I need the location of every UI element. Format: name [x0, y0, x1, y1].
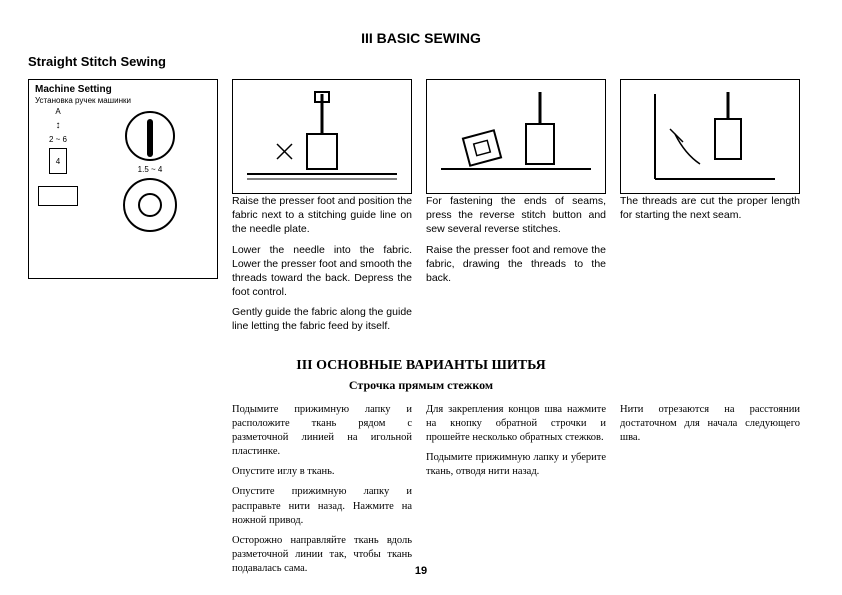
- column-2: For fastening the ends of seams, press t…: [426, 79, 606, 340]
- column-1: Raise the presser foot and position the …: [232, 79, 412, 340]
- settings-left: A ↕ 2 ~ 6 4: [35, 107, 81, 274]
- illustration-2: [426, 79, 606, 194]
- arrow-icon: ↕: [56, 120, 61, 131]
- machine-setting-panel: Machine Setting Установка ручек машинки …: [28, 79, 218, 279]
- p: For fastening the ends of seams, press t…: [426, 194, 606, 237]
- illustration-3: [620, 79, 800, 194]
- p: Осторожно направляйте ткань вдоль размет…: [232, 534, 412, 577]
- page-number: 19: [415, 565, 427, 577]
- dial-bottom: [123, 178, 177, 232]
- range-1: 2 ~ 6: [49, 135, 67, 144]
- machine-title: Machine Setting: [35, 84, 112, 95]
- p: Подымите прижимную лапку и уберите ткань…: [426, 451, 606, 479]
- p: Нити отрезаются на расстоянии достаточно…: [620, 403, 800, 446]
- column-3: The threads are cut the proper length fo…: [620, 79, 800, 340]
- p: Raise the presser foot and position the …: [232, 194, 412, 237]
- text-col-2: For fastening the ends of seams, press t…: [426, 194, 606, 285]
- text-col-1: Raise the presser foot and position the …: [232, 194, 412, 334]
- p: Gently guide the fabric along the guide …: [232, 305, 412, 333]
- top-row: Machine Setting Установка ручек машинки …: [28, 79, 814, 340]
- ru-header: III ОСНОВНЫЕ ВАРИАНТЫ ШИТЬЯ: [28, 358, 814, 374]
- p: Для закрепления концов шва нажмите на кн…: [426, 403, 606, 446]
- p: Подымите прижимную лапку и расположите т…: [232, 403, 412, 460]
- p: Опустите прижимную лапку и расправьте ни…: [232, 485, 412, 528]
- range-2: 1.5 ~ 4: [138, 165, 163, 174]
- settings-column: Machine Setting Установка ручек машинки …: [28, 79, 218, 340]
- ru-row: Подымите прижимную лапку и расположите т…: [232, 403, 814, 583]
- p: The threads are cut the proper length fo…: [620, 194, 800, 222]
- stitch-box: 4: [49, 148, 67, 174]
- foot-icon: [38, 186, 78, 206]
- machine-subtitle: Установка ручек машинки: [35, 96, 131, 105]
- p: Raise the presser foot and remove the fa…: [426, 243, 606, 286]
- ru-col-1: Подымите прижимную лапку и расположите т…: [232, 403, 412, 583]
- mark-a: A: [55, 107, 60, 116]
- section-header: III BASIC SEWING: [28, 30, 814, 46]
- ru-col-2: Для закрепления концов шва нажмите на кн…: [426, 403, 606, 583]
- ru-sub: Строчка прямым стежком: [28, 378, 814, 393]
- p: Опустите иглу в ткань.: [232, 465, 412, 479]
- text-col-3: The threads are cut the proper length fo…: [620, 194, 800, 222]
- settings-right: 1.5 ~ 4: [89, 107, 211, 274]
- dial-top: [125, 111, 175, 161]
- illustration-1: [232, 79, 412, 194]
- subsection-header: Straight Stitch Sewing: [28, 54, 814, 69]
- p: Lower the needle into the fabric. Lower …: [232, 243, 412, 300]
- ru-col-3: Нити отрезаются на расстоянии достаточно…: [620, 403, 800, 583]
